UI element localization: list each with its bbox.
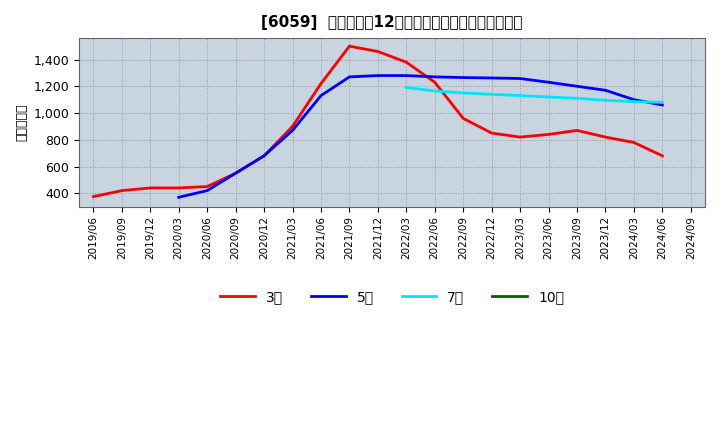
Y-axis label: （百万円）: （百万円） [15, 104, 28, 141]
Legend: 3年, 5年, 7年, 10年: 3年, 5年, 7年, 10年 [215, 284, 570, 309]
Title: [6059]  当期純利益12か月移動合計の標準偏差の推移: [6059] 当期純利益12か月移動合計の標準偏差の推移 [261, 15, 523, 30]
